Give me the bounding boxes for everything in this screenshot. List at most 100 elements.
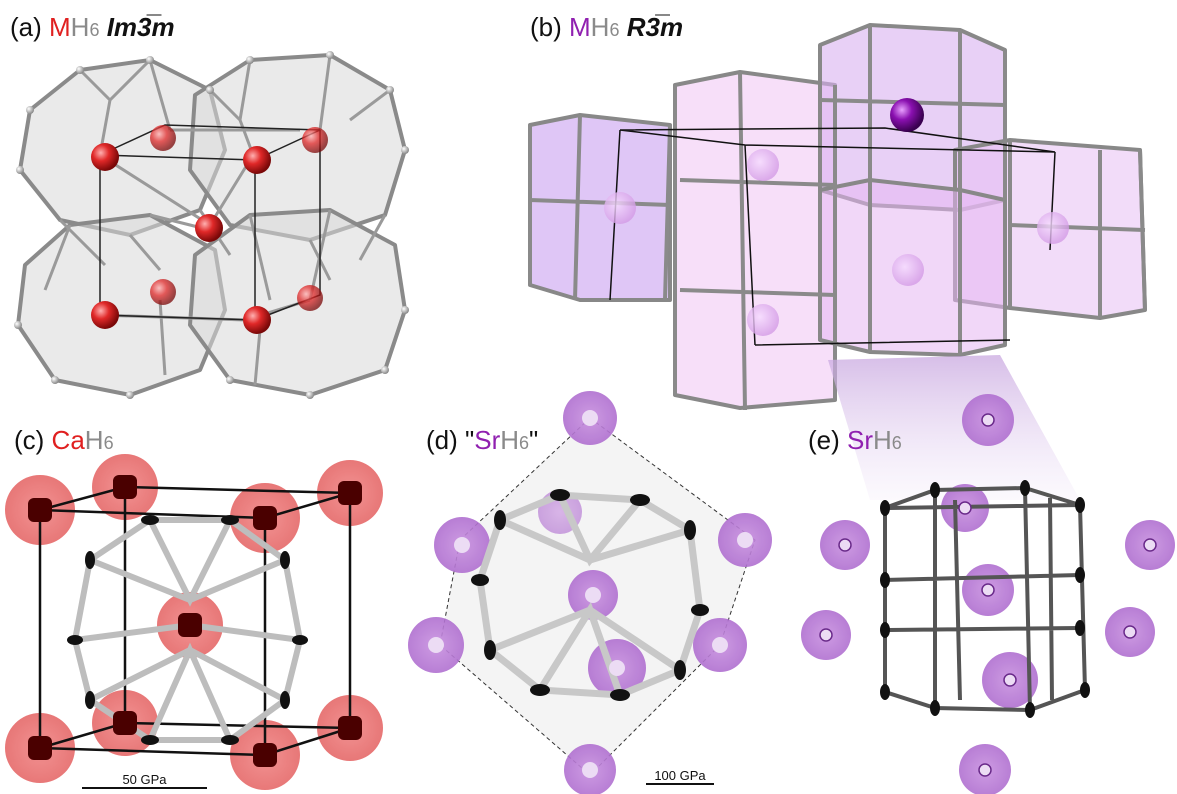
scale-bar-d: 100 GPa: [646, 768, 714, 785]
panel-a-label: (a) MH6 Im3̅m: [10, 12, 175, 45]
h-cage-e: [883, 485, 1087, 713]
panel-b-metal: M: [569, 12, 591, 42]
h-node: [326, 51, 334, 59]
panel-c-ca-atoms: [28, 475, 362, 767]
sr-core: [1123, 625, 1137, 639]
scale-bar-c-label: 50 GPa: [122, 772, 167, 787]
panel-d-label: (d) "SrH6": [426, 425, 538, 458]
metal-atom: [150, 125, 176, 151]
panel-d-sr-cores: [428, 410, 753, 778]
h-ellipsoid: [471, 574, 489, 586]
ca-atom: [178, 613, 202, 637]
panel-d-metal: Sr: [474, 425, 501, 455]
panel-a-space-group: Im3̅m: [106, 12, 175, 42]
panel-a-nodes: [14, 51, 409, 399]
h-ellipsoid: [292, 635, 308, 645]
h-node: [26, 106, 34, 114]
h-ellipsoid: [280, 551, 290, 569]
panel-b-structure: [528, 23, 1147, 411]
h-ellipsoid: [530, 684, 550, 696]
h-node: [206, 86, 214, 94]
panel-e-metal: Sr: [847, 425, 873, 455]
panel-c-metal: Ca: [51, 425, 85, 455]
h-node: [16, 166, 24, 174]
sr-core: [819, 628, 833, 642]
h-node: [401, 146, 409, 154]
h-ellipsoid: [494, 510, 506, 530]
cage-b-center: [673, 70, 837, 410]
metal-atom-ghost: [747, 149, 779, 181]
metal-atom-ghost: [747, 304, 779, 336]
h-ellipsoid: [221, 515, 239, 525]
ca-atom: [253, 743, 277, 767]
h-node: [226, 376, 234, 384]
h-ellipsoid: [141, 735, 159, 745]
sr-core: [428, 637, 444, 653]
panel-d-prefix: (d): [426, 425, 465, 455]
sr-core: [978, 763, 992, 777]
h-ellipsoid: [484, 640, 496, 660]
h-ellipsoid: [1075, 620, 1085, 636]
scale-bar-d-line: [646, 783, 714, 785]
metal-atom: [297, 285, 323, 311]
h-ellipsoid: [1075, 497, 1085, 513]
sr-core: [838, 538, 852, 552]
sr-core: [582, 762, 598, 778]
scale-bar-c: 50 GPa: [82, 772, 207, 789]
h-node: [146, 56, 154, 64]
sr-core: [1003, 673, 1017, 687]
ca-atom: [113, 475, 137, 499]
sr-core: [582, 410, 598, 426]
h-node: [51, 376, 59, 384]
metal-atom: [91, 143, 119, 171]
ca-atom: [28, 736, 52, 760]
metal-atom: [243, 306, 271, 334]
metal-atom: [91, 301, 119, 329]
sr-core: [981, 413, 995, 427]
h-ellipsoid: [550, 489, 570, 501]
panel-a-prefix: (a): [10, 12, 49, 42]
panel-d-hydrogen: H: [500, 425, 520, 455]
rod-network-b: [528, 25, 1147, 411]
sr-core: [1143, 538, 1157, 552]
panel-b-hydrogen: H: [590, 12, 610, 42]
metal-atom: [195, 214, 223, 242]
panel-d-quote-open: ": [465, 425, 475, 455]
sr-core: [712, 637, 728, 653]
h-ellipsoid: [610, 689, 630, 701]
h-ellipsoid: [85, 691, 95, 709]
panel-e-structure: [801, 394, 1175, 794]
panel-a-structure: [14, 51, 409, 399]
metal-atom-solid: [890, 98, 924, 132]
h-ellipsoid: [880, 500, 890, 516]
h-node: [401, 306, 409, 314]
panel-c-label: (c) CaH6: [14, 425, 114, 458]
h-ellipsoid: [674, 660, 686, 680]
h-ellipsoid: [221, 735, 239, 745]
h-ellipsoid: [630, 494, 650, 506]
h-ellipsoid: [85, 551, 95, 569]
panel-b-prefix: (b): [530, 12, 569, 42]
panel-a-hydrogen: H: [70, 12, 90, 42]
h-ellipsoid: [1025, 702, 1035, 718]
h-ellipsoid: [880, 572, 890, 588]
sr-core: [737, 532, 753, 548]
panel-d-ellipsoids: [471, 489, 709, 701]
ca-atom: [28, 498, 52, 522]
panel-e-cage: [883, 485, 1087, 713]
h-ellipsoid: [880, 622, 890, 638]
panel-c-structure: [5, 454, 383, 790]
h-ellipsoid: [684, 520, 696, 540]
panel-d-subscript: 6: [519, 433, 530, 453]
panel-b-rods: [528, 25, 1147, 411]
panel-e-label: (e) SrH6: [808, 425, 902, 458]
h-ellipsoid: [1075, 567, 1085, 583]
sr-core: [454, 537, 470, 553]
sr-core: [958, 501, 972, 515]
panel-b-label: (b) MH6 R3̅m: [530, 12, 683, 45]
h-node: [76, 66, 84, 74]
panel-e-subscript: 6: [891, 433, 902, 453]
panel-e-hydrogen: H: [873, 425, 892, 455]
h-ellipsoid: [141, 515, 159, 525]
